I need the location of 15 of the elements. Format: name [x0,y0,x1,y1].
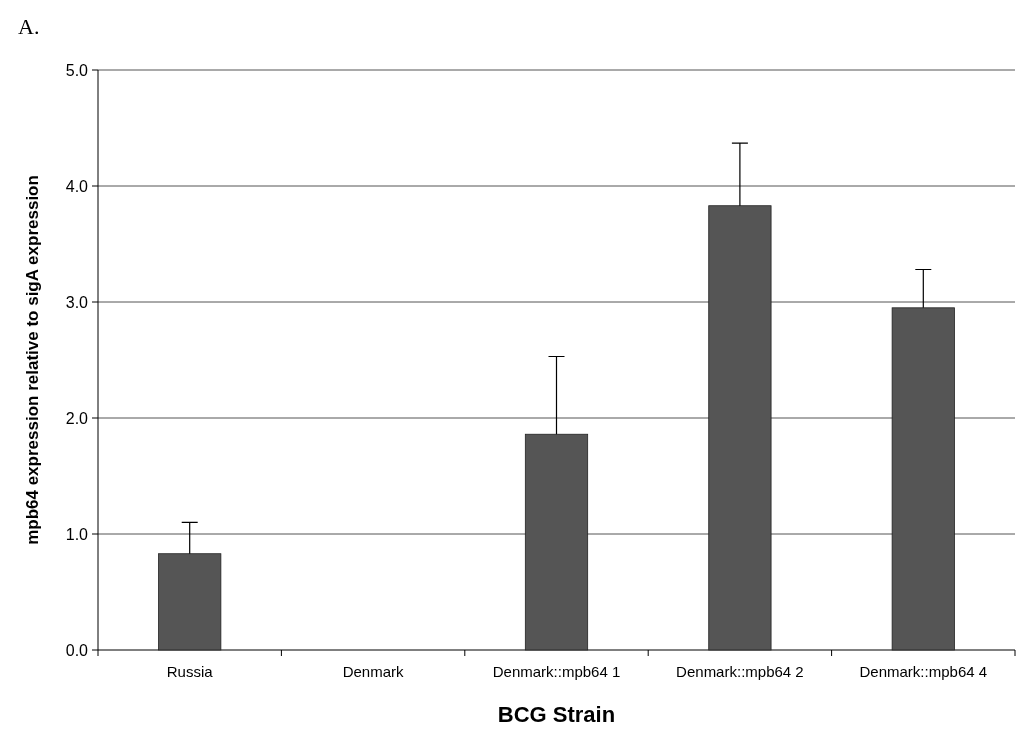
y-axis-title: mpb64 expression relative to sigA expression [23,175,42,545]
x-tick-label: Denmark::mpb64 4 [859,663,988,680]
chart-title: A. [18,14,40,39]
x-tick-label: Denmark::mpb64 2 [676,663,804,680]
y-tick-label: 3.0 [65,293,89,311]
y-tick-label: 5.0 [65,61,89,79]
x-tick-label: Denmark::mpb64 1 [492,663,621,680]
y-tick-label: 1.0 [65,525,89,543]
x-axis-title: BCG Strain [497,702,616,727]
y-tick-label: 4.0 [65,177,89,195]
x-tick-label: Denmark [342,663,405,680]
y-tick-label: 2.0 [65,409,89,427]
y-tick-label: 0.0 [65,641,89,659]
x-tick-label: Russia [166,663,214,680]
bar [158,553,222,651]
